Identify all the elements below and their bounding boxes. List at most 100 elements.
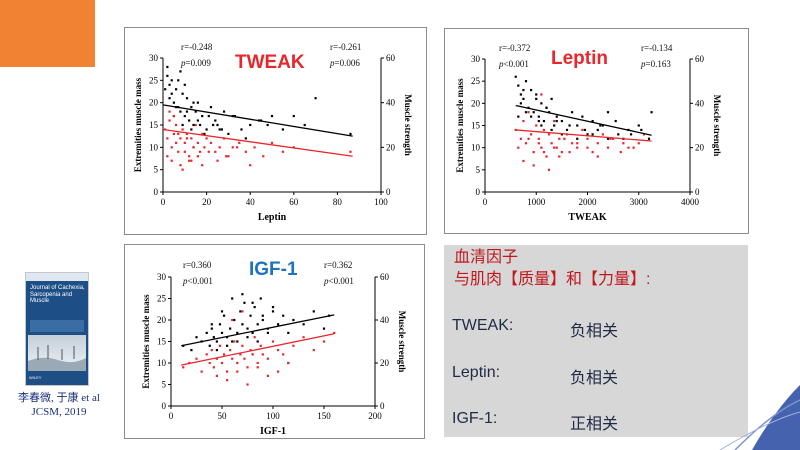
y-tick-label: 5 bbox=[154, 165, 159, 175]
data-point bbox=[647, 137, 651, 140]
journal-cover-image: Journal of Cachexia, Sarcopenia and Musc… bbox=[25, 272, 89, 386]
data-point bbox=[271, 340, 275, 343]
y-tick-label: 0 bbox=[154, 187, 159, 197]
data-point bbox=[222, 110, 226, 113]
data-point bbox=[530, 88, 533, 92]
data-point bbox=[192, 101, 195, 104]
data-point bbox=[172, 132, 175, 136]
data-point bbox=[190, 137, 193, 140]
data-point bbox=[249, 349, 252, 352]
chart-panel-igf1: 0 5 10 15 20 25 30 0 20 40 60 0 50 100 150 200 IGF-1 Extr… bbox=[124, 244, 425, 439]
data-point bbox=[194, 110, 197, 113]
data-point bbox=[542, 128, 546, 132]
factor-name: Leptin: bbox=[452, 364, 501, 381]
x-tick-label: 0 bbox=[161, 197, 166, 207]
data-point bbox=[581, 128, 584, 132]
data-point bbox=[188, 155, 191, 158]
data-point bbox=[233, 114, 237, 118]
y2-tick-label: 40 bbox=[380, 315, 390, 325]
data-point bbox=[576, 137, 579, 140]
data-point bbox=[236, 361, 239, 365]
data-point bbox=[168, 119, 171, 122]
x-tick-label: 4000 bbox=[681, 197, 700, 207]
data-point bbox=[517, 146, 520, 149]
y-tick-label: 15 bbox=[149, 120, 159, 130]
data-point bbox=[190, 159, 193, 162]
data-point bbox=[222, 314, 226, 317]
data-point bbox=[560, 119, 563, 123]
data-point bbox=[170, 159, 173, 162]
stat-right-p: p=0.006 bbox=[330, 58, 360, 68]
x-tick-label: 1000 bbox=[527, 197, 546, 207]
data-point bbox=[612, 137, 615, 140]
data-point bbox=[179, 164, 182, 167]
y-tick-label: 30 bbox=[149, 53, 159, 63]
data-point bbox=[216, 123, 219, 127]
y-tick-label: 25 bbox=[157, 294, 167, 304]
y-tick-label: 20 bbox=[157, 315, 167, 325]
data-point bbox=[195, 336, 198, 339]
data-point bbox=[185, 132, 189, 136]
x-tick-label: 40 bbox=[246, 197, 256, 207]
data-point bbox=[241, 323, 244, 326]
data-point bbox=[266, 357, 269, 360]
x-tick-label: 0 bbox=[169, 411, 174, 421]
data-point bbox=[287, 361, 290, 365]
data-point bbox=[517, 84, 520, 87]
data-point bbox=[181, 168, 184, 171]
data-point bbox=[240, 128, 243, 131]
chart-panel-leptin: 0 5 10 15 20 25 30 0 20 40 60 0 20 40 60 80 100 Leptin Ext… bbox=[124, 27, 427, 235]
data-point bbox=[302, 323, 305, 326]
data-point bbox=[238, 141, 241, 144]
data-point bbox=[547, 168, 551, 171]
data-point bbox=[591, 119, 594, 123]
data-point bbox=[596, 155, 599, 158]
data-point bbox=[236, 370, 239, 373]
data-point bbox=[208, 361, 211, 365]
x-axis-label: IGF-1 bbox=[260, 426, 286, 437]
data-point bbox=[185, 97, 189, 100]
data-point bbox=[277, 349, 280, 352]
data-point bbox=[226, 370, 229, 373]
data-point bbox=[322, 340, 326, 343]
summary-heading: 血清因子 与肌肉【质量】和【力量】: bbox=[454, 247, 650, 291]
y-tick-label: 15 bbox=[157, 337, 167, 347]
data-point bbox=[547, 133, 551, 136]
data-point bbox=[282, 353, 285, 356]
stat-left-p: p=0.009 bbox=[181, 58, 211, 68]
data-point bbox=[614, 119, 617, 123]
data-point bbox=[550, 97, 553, 100]
data-point bbox=[168, 83, 171, 86]
x-tick-label: 150 bbox=[317, 411, 331, 421]
stat-right-p: p<0.001 bbox=[324, 276, 354, 286]
y2-tick-label: 20 bbox=[380, 358, 390, 368]
data-point bbox=[522, 88, 525, 92]
data-point bbox=[553, 119, 556, 123]
data-point bbox=[246, 327, 249, 330]
data-point bbox=[259, 344, 262, 347]
regression-line bbox=[515, 129, 652, 142]
data-point bbox=[637, 142, 640, 145]
data-point bbox=[601, 133, 604, 136]
data-point bbox=[256, 361, 259, 365]
y-tick-label: 20 bbox=[471, 98, 481, 108]
data-point bbox=[183, 141, 186, 144]
data-point bbox=[249, 314, 252, 317]
data-point bbox=[183, 114, 186, 118]
regression-line bbox=[515, 104, 652, 136]
data-point bbox=[619, 151, 622, 154]
data-point bbox=[555, 146, 558, 149]
data-point bbox=[236, 340, 239, 343]
data-point bbox=[192, 146, 195, 149]
data-point bbox=[524, 111, 528, 114]
data-point bbox=[270, 114, 274, 118]
data-point bbox=[192, 123, 195, 127]
stat-left-p: p<0.001 bbox=[183, 276, 213, 286]
data-point bbox=[532, 164, 535, 167]
data-point bbox=[164, 88, 167, 91]
y2-tick-label: 0 bbox=[695, 187, 700, 197]
chart-title: Leptin bbox=[551, 48, 608, 69]
stat-right-r: r=-0.261 bbox=[330, 42, 362, 52]
data-point bbox=[241, 310, 244, 313]
data-point bbox=[540, 102, 543, 105]
